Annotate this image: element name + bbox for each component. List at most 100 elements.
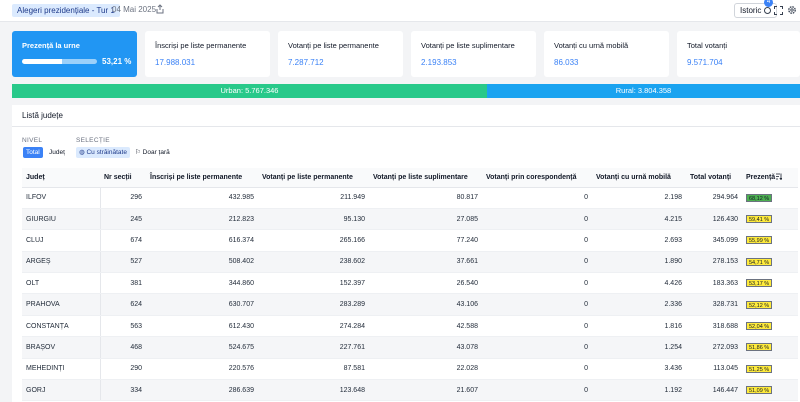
cell-value: 328.731 [686,293,742,316]
sort-icon[interactable] [776,173,783,181]
cell-county: GIURGIU [22,208,101,231]
col-header-correspondence[interactable]: Votanți prin corespondență [482,168,592,188]
cell-value: 432.985 [146,187,258,209]
cell-value: 674 [100,229,146,252]
col-header-total[interactable]: Total votanți [686,168,742,188]
table-row[interactable]: CLUJ 674 616.374 265.166 77.240 0 2.693 345.099… [22,229,798,252]
col-header-mobile-urn[interactable]: Votanți cu urnă mobilă [592,168,686,188]
cell-value: 624 [100,293,146,316]
card-value: 2.193.853 [421,58,457,67]
cell-value: 290 [100,358,146,381]
col-header-registered[interactable]: Înscriși pe liste permanente [146,168,258,188]
cell-value: 2.336 [592,293,686,316]
history-count-badge: 4 [764,0,773,7]
cell-value: 2.693 [592,229,686,252]
table-row[interactable]: ILFOV 296 432.985 211.949 80.817 0 2.198 294.96… [22,187,798,209]
cell-value: 0 [482,251,592,274]
cell-value: 381 [100,272,146,295]
table-row[interactable]: ARGEȘ 527 508.402 238.602 37.661 0 1.890 278.15… [22,251,798,274]
cell-value: 334 [100,379,146,402]
card-label: Total votanți [687,41,728,50]
cell-value: 238.602 [258,251,369,274]
cell-value: 212.823 [146,208,258,231]
card-supplementary-voters[interactable]: Votanți pe liste suplimentare 2.193.853 [411,31,536,77]
share-icon[interactable] [155,4,165,14]
presence-badge: 51,09 % [746,386,773,395]
presence-badge: 51,25 % [746,364,773,373]
card-mobile-urn-voters[interactable]: Votanți cu urnă mobilă 86.033 [544,31,669,77]
cell-value: 1.890 [592,251,686,274]
cell-value: 616.374 [146,229,258,252]
level-county-button[interactable]: Județ [49,149,65,156]
card-label: Votanți cu urnă mobilă [554,41,629,50]
cell-county: PRAHOVA [22,293,101,316]
cell-value: 220.576 [146,358,258,381]
card-value: 17.988.031 [155,58,196,67]
cell-value: 272.093 [686,336,742,359]
cell-value: 21.607 [369,379,482,402]
cell-county: ARGEȘ [22,251,101,274]
col-header-sections[interactable]: Nr secții [100,168,146,188]
col-header-supplementary[interactable]: Votanți pe liste suplimentare [369,168,482,188]
selection-country-button[interactable]: ⚐ Doar țară [132,147,173,158]
election-selector[interactable]: Alegeri prezidențiale - Tur 1 [12,4,120,17]
cell-county: ILFOV [22,187,101,209]
presence-badge: 68,12 % [746,193,773,202]
card-label: Votanți pe liste permanente [288,41,379,50]
cell-value: 527 [100,251,146,274]
table-row[interactable]: PRAHOVA 624 630.707 283.289 43.106 0 2.336 328.… [22,293,798,316]
cell-value: 77.240 [369,229,482,252]
selection-abroad-button[interactable]: ◍ Cu străinătate [76,147,130,158]
table-row[interactable]: MEHEDINȚI 290 220.576 87.581 22.028 0 3.436 113… [22,358,798,381]
fullscreen-icon[interactable] [774,6,783,15]
level-total-button[interactable]: Total [23,147,43,158]
col-header-county[interactable]: Județ [22,168,100,188]
cell-value: 211.949 [258,187,369,209]
cell-value: 0 [482,379,592,402]
card-value: 86.033 [554,58,579,67]
card-permanent-voters[interactable]: Votanți pe liste permanente 7.287.712 [278,31,403,77]
globe-icon: ◍ [79,149,87,156]
selection-label: SELECȚIE [76,137,110,144]
cell-value: 345.099 [686,229,742,252]
table-row[interactable]: CONSTANȚA 563 612.430 274.284 42.588 0 1.816 31… [22,315,798,338]
cell-value: 630.707 [146,293,258,316]
cell-presence: 54,71 % [742,251,798,274]
cell-value: 0 [482,315,592,338]
card-presence[interactable]: Prezență la urne 53,21 % [12,31,137,77]
history-label: Istoric [740,6,762,15]
cell-value: 80.817 [369,187,482,209]
cell-county: GORJ [22,379,101,402]
table-row[interactable]: BRAȘOV 468 524.675 227.761 43.078 0 1.254 272.0… [22,336,798,359]
cell-value: 274.284 [258,315,369,338]
cell-value: 283.289 [258,293,369,316]
col-header-permanent[interactable]: Votanți pe liste permanente [258,168,369,188]
table-row[interactable]: OLT 381 344.860 152.397 26.540 0 4.426 183.363 5… [22,272,798,295]
presence-badge: 52,04 % [746,322,773,331]
cell-presence: 53,17 % [742,272,798,295]
cell-value: 22.028 [369,358,482,381]
cell-value: 245 [100,208,146,231]
cell-value: 42.588 [369,315,482,338]
card-total-voters[interactable]: Total votanți 9.571.704 [677,31,800,77]
urban-segment: Urban: 5.767.346 [12,84,487,98]
table-row[interactable]: GORJ 334 286.639 123.648 21.607 0 1.192 146.447… [22,379,798,402]
table-row[interactable]: GIURGIU 245 212.823 95.130 27.085 0 4.215 126.4… [22,208,798,231]
presence-progress-bar [22,59,97,64]
gear-icon[interactable] [787,5,797,15]
presence-badge: 54,71 % [746,257,773,266]
divider [12,126,800,127]
cell-value: 1.192 [592,379,686,402]
card-registered[interactable]: Înscriși pe liste permanente 17.988.031 [145,31,270,77]
urban-rural-bar: Urban: 5.767.346 Rural: 3.804.358 [12,84,800,98]
cell-value: 612.430 [146,315,258,338]
col-header-presence[interactable]: Prezență [742,168,798,188]
cell-value: 0 [482,208,592,231]
cell-value: 278.153 [686,251,742,274]
cell-value: 37.661 [369,251,482,274]
cell-presence: 51,25 % [742,358,798,381]
cell-value: 344.860 [146,272,258,295]
presence-badge: 55,99 % [746,236,773,245]
cell-value: 294.964 [686,187,742,209]
cell-value: 0 [482,187,592,209]
